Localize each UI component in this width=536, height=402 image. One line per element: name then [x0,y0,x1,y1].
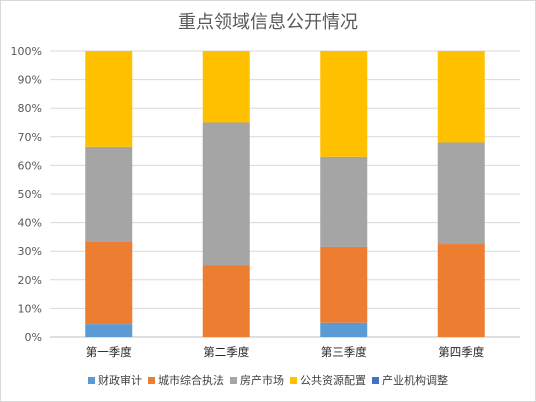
y-tick-label: 50% [18,188,42,201]
bar-segment [320,51,368,157]
legend-swatch [230,376,237,384]
bar-segment [320,246,368,323]
y-tick-label: 0% [25,331,42,344]
x-category-label: 第二季度 [203,345,249,359]
bar-segment [85,146,133,242]
bar-segment [202,51,250,123]
legend-label: 公共资源配置 [300,374,366,387]
y-tick-label: 100% [11,45,42,58]
legend-label: 房产市场 [240,374,284,387]
legend-swatch [372,376,379,384]
x-category-label: 第一季度 [86,345,132,359]
legend-label: 城市综合执法 [158,374,224,387]
x-axis-labels: 第一季度 第二季度 第三季度 第四季度 [86,345,485,359]
legend-item: 产业机构调整 [372,372,448,388]
y-axis-ticks: 0% 10% 20% 30% 40% 50% 60% 70% 80% 90% 100% [11,45,42,344]
legend-item: 城市综合执法 [148,372,224,388]
y-tick-label: 20% [18,274,42,287]
y-tick-label: 10% [18,302,42,315]
bar-segment [320,156,368,247]
bar-segment [85,324,133,337]
y-tick-label: 80% [18,102,42,115]
x-category-label: 第三季度 [321,345,367,359]
legend-swatch [148,376,155,384]
x-category-label: 第四季度 [438,345,484,359]
bar-segment [437,244,485,337]
legend-item: 房产市场 [230,372,284,388]
legend-item: 公共资源配置 [290,372,366,388]
y-tick-label: 60% [18,159,42,172]
legend-swatch [290,376,297,384]
legend-swatch [88,376,95,384]
legend-label: 财政审计 [98,374,142,387]
y-tick-label: 70% [18,131,42,144]
bar-segment [320,322,368,337]
legend: 财政审计 城市综合执法 房产市场 公共资源配置 产业机构调整 [0,372,536,388]
legend-label: 产业机构调整 [382,374,448,387]
legend-item: 财政审计 [88,372,142,388]
bar-segment [437,142,485,245]
bar-segment [85,241,133,325]
bar-segment [85,51,133,147]
bar-segment [202,122,250,266]
y-tick-label: 40% [18,217,42,230]
chart-title: 重点领域信息公开情况 [178,12,358,33]
bar-segment [437,51,485,143]
y-tick-label: 30% [18,245,42,258]
bars [85,51,485,337]
bar-segment [202,265,250,337]
y-tick-label: 90% [18,74,42,87]
